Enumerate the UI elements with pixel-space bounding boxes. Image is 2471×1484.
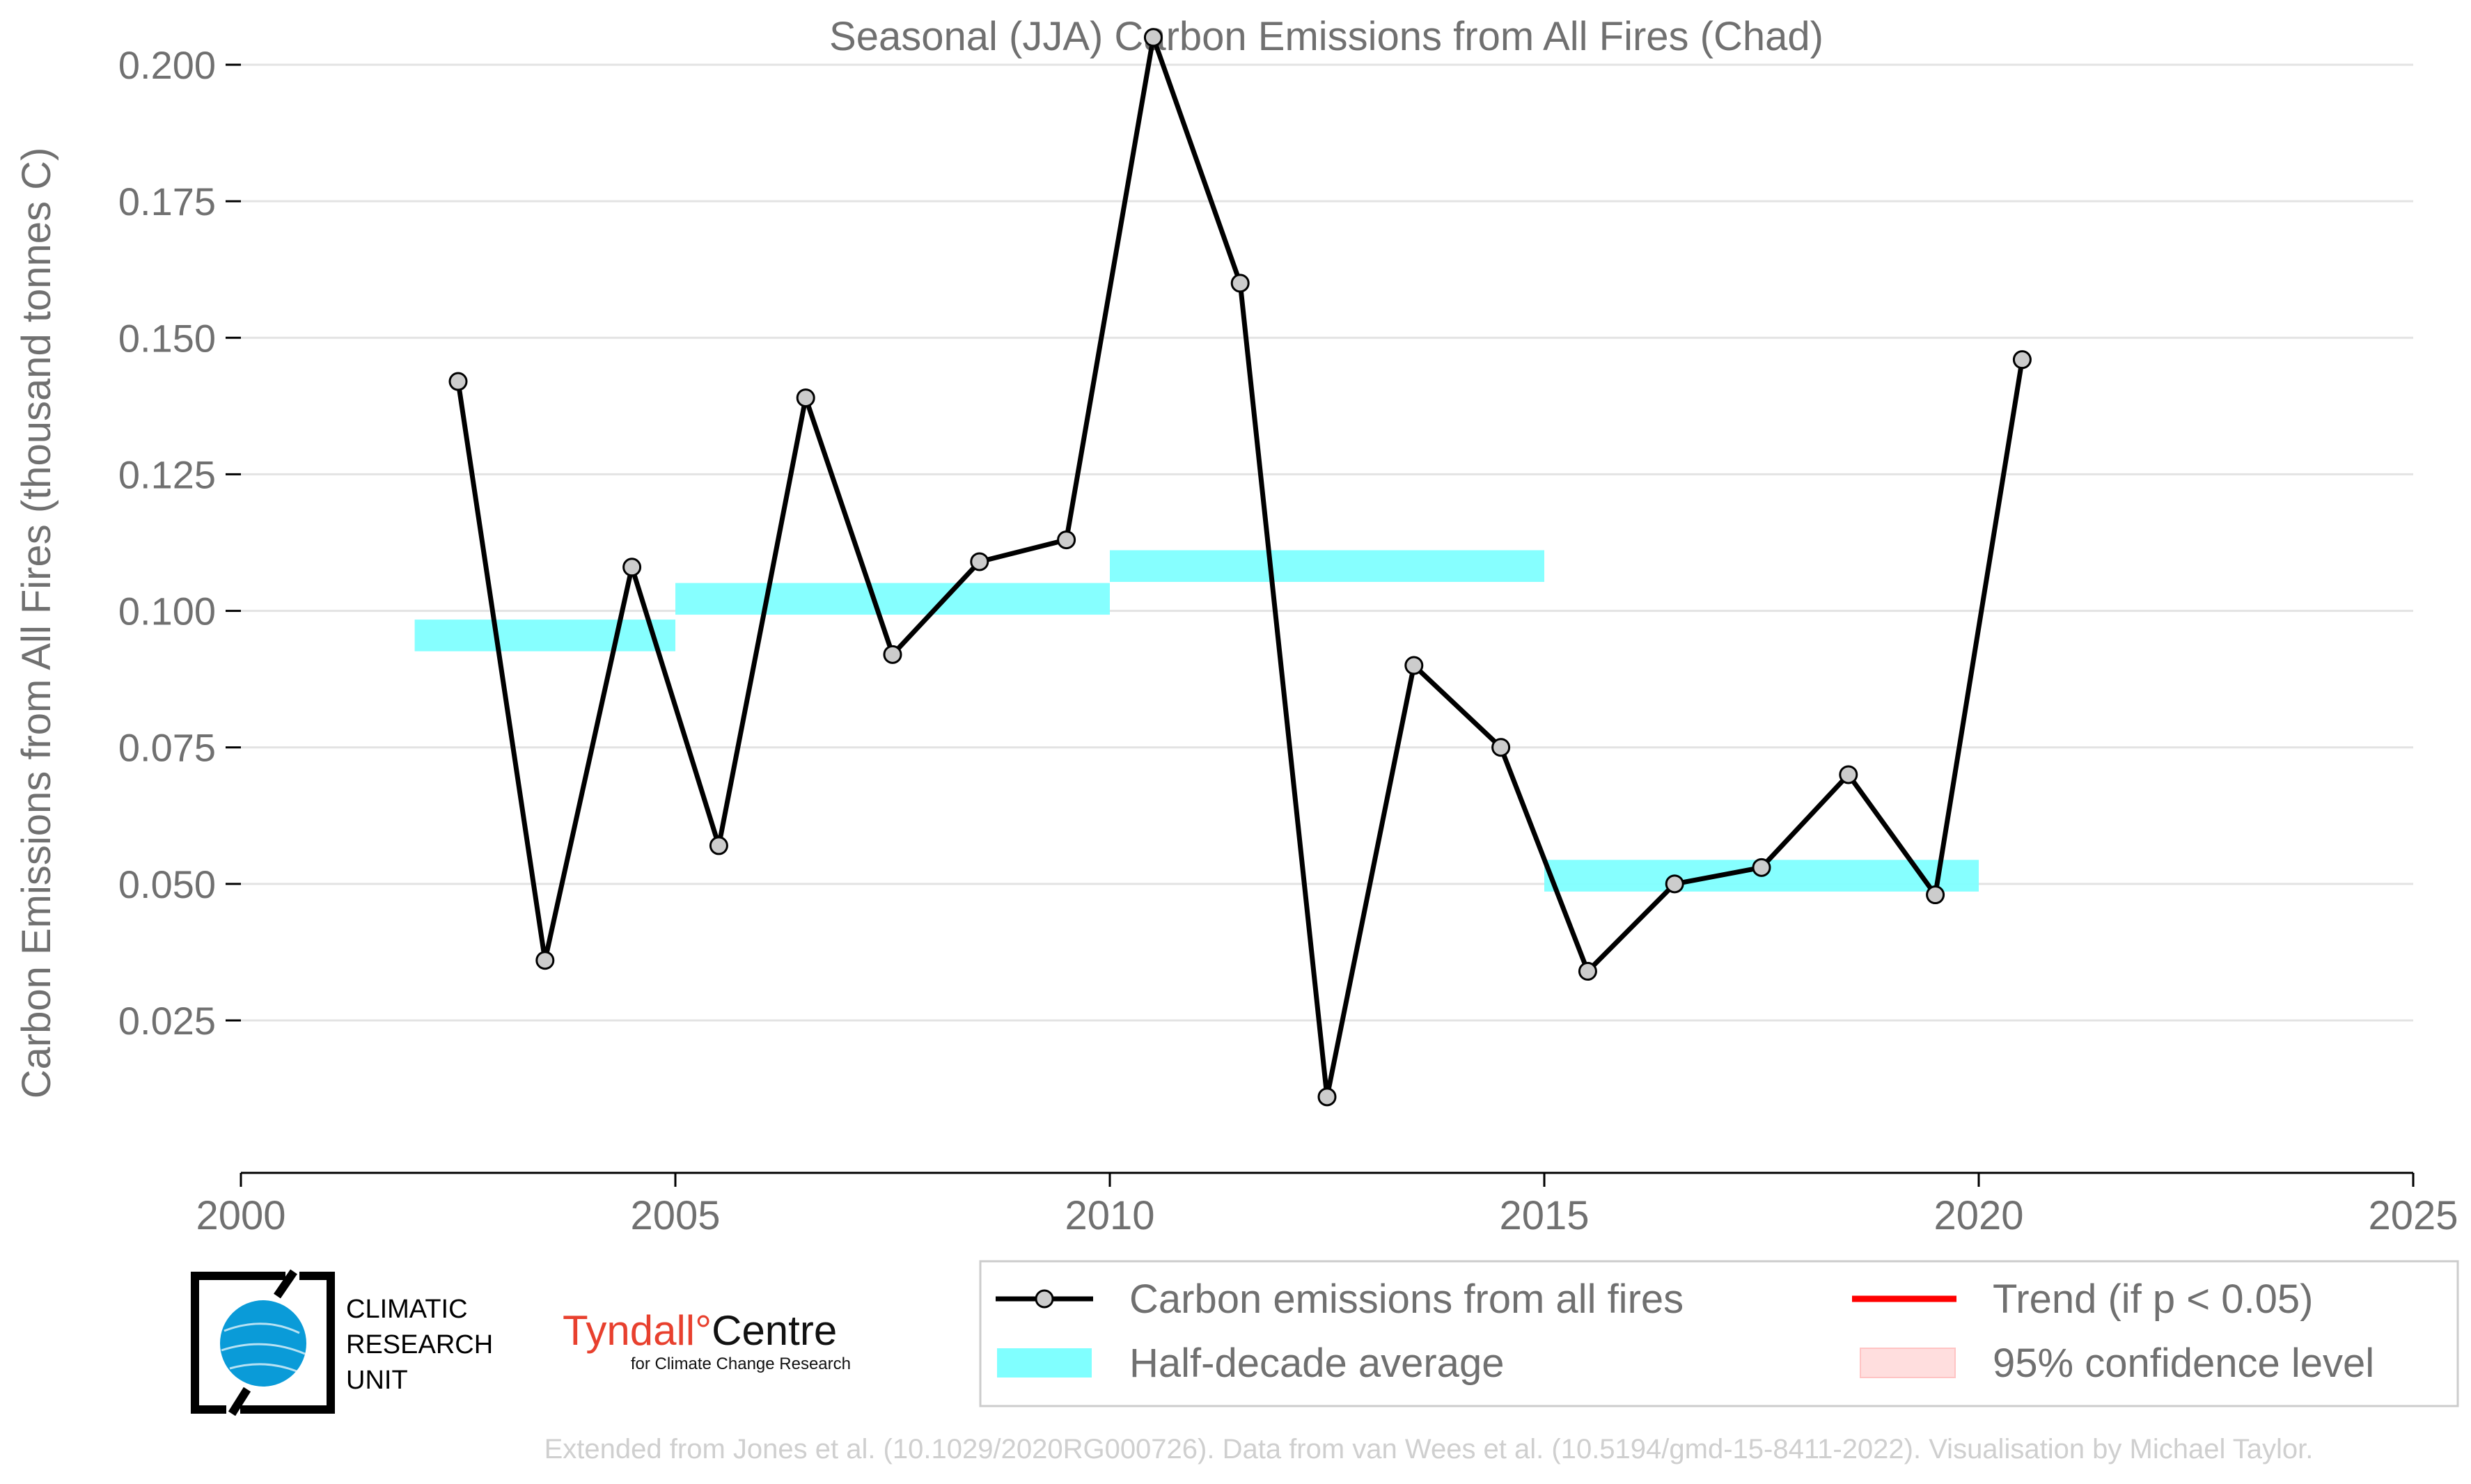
- data-point: [1230, 274, 1250, 293]
- legend-swatch-marker: [1035, 1289, 1054, 1309]
- chart-title: Seasonal (JJA) Carbon Emissions from All…: [829, 14, 1823, 59]
- data-point: [1491, 738, 1511, 757]
- data-point: [1143, 28, 1163, 47]
- legend: Carbon emissions from all fires Trend (i…: [979, 1260, 2459, 1407]
- footer-credits: Extended from Jones et al. (10.1029/2020…: [544, 1434, 2314, 1465]
- cru-logo-text-3: UNIT: [346, 1366, 408, 1395]
- y-tick-label: 0.050: [118, 862, 216, 906]
- data-point: [1839, 765, 1858, 784]
- x-tick-label: 2005: [630, 1193, 720, 1238]
- data-point: [796, 388, 815, 408]
- half-decade-average-band: [414, 619, 675, 652]
- legend-frame: [979, 1260, 2459, 1407]
- tyndall-logo-wordmark: Tyndall°Centre: [563, 1307, 837, 1354]
- tyndall-logo: Tyndall°Centre for Climate Change Resear…: [563, 1307, 851, 1373]
- y-tick-label: 0.150: [118, 316, 216, 360]
- data-point: [448, 372, 468, 391]
- data-point: [970, 552, 989, 571]
- legend-label-half-decade: Half-decade average: [1129, 1341, 1504, 1386]
- x-tick-label: 2000: [196, 1193, 285, 1238]
- cru-logo: CLIMATIC RESEARCH UNIT: [191, 1269, 493, 1416]
- gridlines: [241, 63, 2413, 1022]
- legend-label-confidence: 95% confidence level: [1993, 1341, 2374, 1386]
- x-tick-label: 2015: [1499, 1193, 1589, 1238]
- y-tick-label: 0.200: [118, 43, 216, 87]
- y-tick-label: 0.075: [118, 726, 216, 770]
- legend-label-series: Carbon emissions from all fires: [1129, 1277, 1684, 1322]
- data-point: [1752, 858, 1771, 877]
- cru-logo-text-2: RESEARCH: [346, 1330, 493, 1359]
- y-tick-label: 0.100: [118, 590, 216, 633]
- y-tick-label: 0.175: [118, 180, 216, 223]
- tyndall-logo-subtitle: for Climate Change Research: [631, 1355, 851, 1373]
- data-point: [1317, 1087, 1337, 1107]
- data-point: [1057, 530, 1076, 550]
- x-tick-label: 2010: [1065, 1193, 1154, 1238]
- data-point: [1926, 885, 1945, 905]
- x-tick-label: 2025: [2368, 1193, 2458, 1238]
- legend-swatch-confidence: [1860, 1348, 1956, 1378]
- half-decade-average-bands: [414, 550, 1979, 892]
- y-tick-label: 0.125: [118, 452, 216, 496]
- tyndall-logo-name: Tyndall: [563, 1307, 695, 1354]
- data-point: [709, 836, 728, 855]
- data-point: [535, 951, 555, 970]
- x-axis-ticks: 2000 2005 2010 2015 2020 2025: [196, 1173, 2458, 1238]
- data-point: [883, 645, 902, 664]
- legend-swatch-half-decade: [997, 1348, 1092, 1378]
- data-point: [1665, 874, 1684, 894]
- data-point: [1404, 656, 1424, 675]
- y-tick-label: 0.025: [118, 999, 216, 1043]
- data-point: [1578, 961, 1597, 981]
- cru-logo-text-1: CLIMATIC: [346, 1295, 468, 1324]
- half-decade-average-band: [1110, 550, 1544, 582]
- x-tick-label: 2020: [1933, 1193, 2023, 1238]
- data-point: [2012, 350, 2032, 370]
- tyndall-logo-centre: Centre: [712, 1307, 837, 1354]
- data-point: [622, 558, 642, 577]
- y-axis-ticks: 0.025 0.050 0.075 0.100 0.125 0.150 0.175 0.200: [118, 43, 241, 1043]
- y-axis-label: Carbon Emissions from All Fires (thousan…: [14, 148, 59, 1099]
- tyndall-logo-degree: °: [695, 1307, 712, 1354]
- series-points: [448, 28, 2032, 1107]
- legend-label-trend: Trend (if p < 0.05): [1993, 1277, 2313, 1322]
- half-decade-average-band: [675, 583, 1110, 615]
